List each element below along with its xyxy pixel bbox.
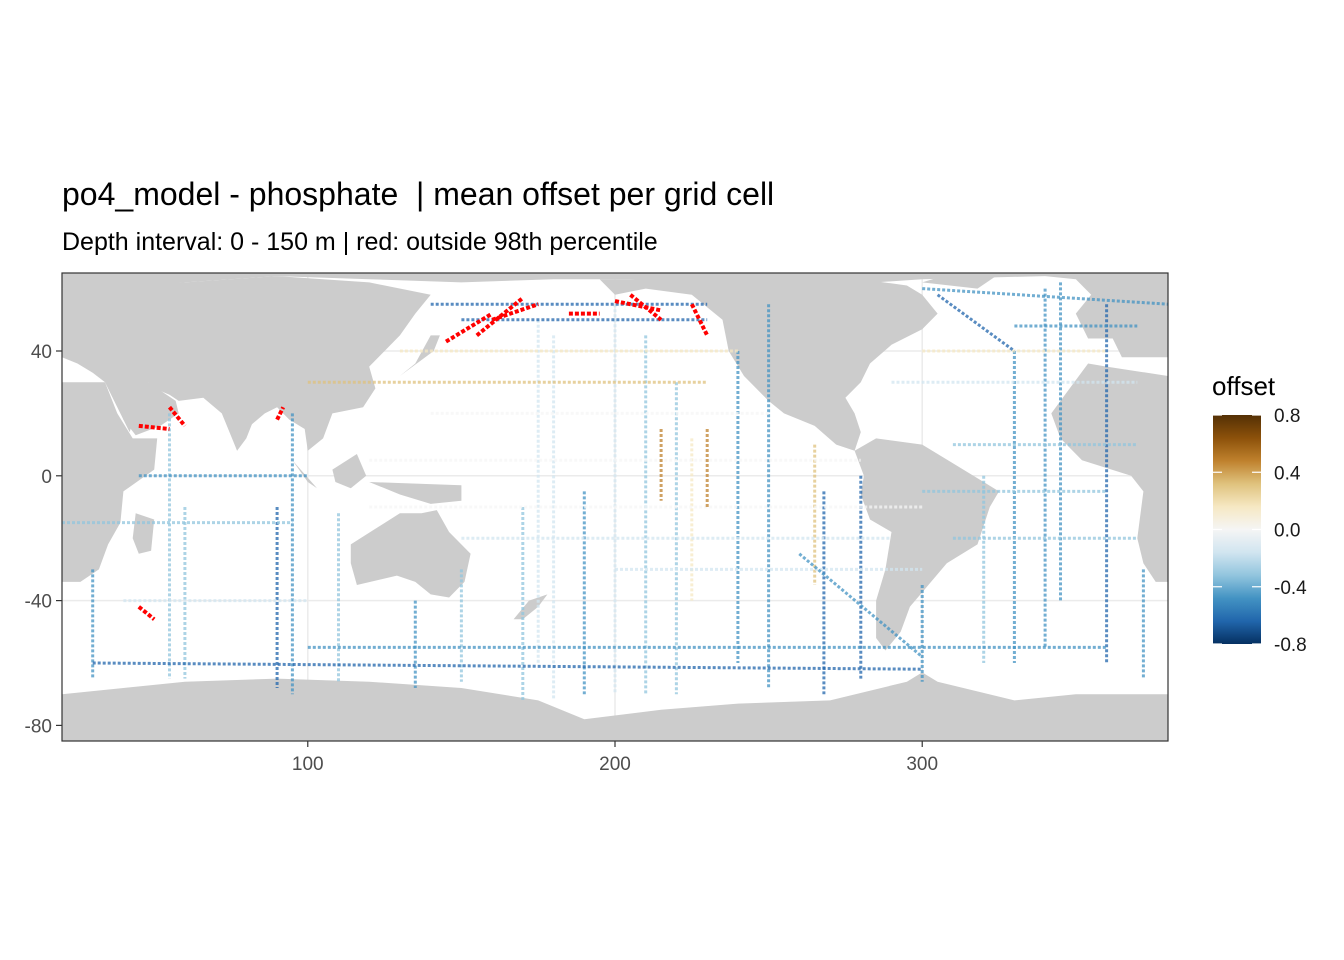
- x-tick-label: 200: [599, 754, 631, 775]
- legend-label: 0.8: [1274, 406, 1300, 427]
- track-line: [92, 661, 923, 671]
- y-tick-label: 40: [31, 342, 52, 363]
- outlier-track: [275, 406, 285, 421]
- legend-label: -0.8: [1274, 635, 1307, 656]
- land-polygon: [332, 454, 367, 489]
- observation-tracks: [62, 282, 1168, 701]
- outlier-track: [629, 293, 663, 322]
- legend-label: 0.4: [1274, 463, 1301, 484]
- chart-subtitle: Depth interval: 0 - 150 m | red: outside…: [62, 228, 658, 256]
- land-polygon: [369, 482, 462, 504]
- land-polygon: [399, 335, 440, 376]
- land-polygon: [62, 273, 1168, 289]
- land-polygon: [62, 672, 1168, 741]
- legend-label: 0.0: [1274, 521, 1300, 542]
- chart-title: po4_model - phosphate | mean offset per …: [62, 176, 775, 212]
- x-tick-label: 100: [292, 754, 324, 775]
- track-line: [798, 552, 924, 658]
- track-line: [922, 287, 1168, 306]
- land-polygon: [922, 273, 1001, 289]
- legend-title: offset: [1212, 371, 1276, 401]
- land-polygon: [62, 276, 431, 451]
- land-polygon: [209, 394, 271, 451]
- outlier-track: [137, 605, 156, 621]
- land-polygon: [1051, 363, 1168, 582]
- x-tick-label: 300: [906, 754, 938, 775]
- outlier-track: [614, 299, 662, 313]
- land-polygon: [114, 382, 179, 436]
- outlier-track: [138, 423, 170, 431]
- track-line: [936, 293, 1016, 353]
- land-polygon: [62, 382, 158, 582]
- legend-label: -0.4: [1274, 578, 1307, 599]
- y-tick-label: -40: [25, 592, 52, 613]
- land-polygon: [1075, 273, 1168, 358]
- x-axis: 100 200 300: [292, 741, 938, 775]
- outlier-track: [475, 296, 525, 337]
- y-tick-label: -80: [25, 716, 52, 737]
- outlier-track: [167, 405, 187, 428]
- outlier-track: [491, 302, 539, 322]
- outlier-track: [444, 311, 494, 344]
- land-polygon: [350, 510, 471, 598]
- y-tick-label: 0: [41, 467, 52, 488]
- legend: 0.8 0.4 0.0 -0.4 -0.8: [1213, 406, 1307, 656]
- y-axis: 40 0 -40 -80: [25, 342, 62, 737]
